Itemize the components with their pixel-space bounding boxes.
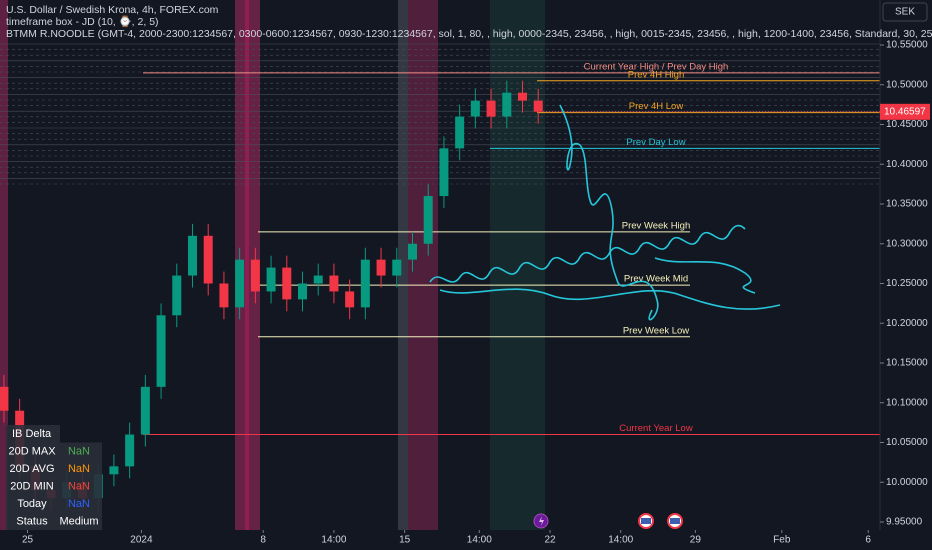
- y-tick-label: 10.20000: [886, 318, 928, 329]
- level-label: Current Year Low: [619, 423, 693, 434]
- candle-body: [345, 291, 355, 308]
- candle-body: [360, 259, 370, 308]
- candle-body: [140, 386, 150, 435]
- y-tick-label: 10.00000: [886, 477, 928, 488]
- level-label: Prev Week High: [622, 220, 690, 231]
- table-cell: [6, 442, 102, 460]
- x-tick-label: 14:00: [608, 535, 633, 546]
- x-tick-label: 29: [690, 535, 702, 546]
- table-value: NaN: [68, 445, 90, 457]
- candle-body: [439, 148, 449, 197]
- y-tick-label: 10.45000: [886, 119, 928, 130]
- candle-body: [266, 267, 276, 292]
- level-label: Prev 4H Low: [629, 101, 684, 112]
- candle-body: [235, 259, 245, 308]
- y-tick-label: 10.35000: [886, 199, 928, 210]
- candle-body: [172, 275, 182, 316]
- table-value: Medium: [59, 515, 98, 527]
- candle-body: [188, 235, 197, 276]
- current-price-label: 10.46597: [884, 106, 926, 117]
- candle-body: [502, 92, 512, 117]
- y-tick-label: 9.95000: [886, 517, 923, 528]
- x-tick-label: 25: [22, 535, 34, 546]
- hand-drawing: [429, 104, 781, 321]
- table-value: NaN: [68, 463, 90, 475]
- table-label: IB Delta: [12, 428, 52, 440]
- table-label: 20D MIN: [10, 480, 53, 492]
- table-cell: [6, 477, 102, 495]
- x-tick-label: 2024: [130, 535, 153, 546]
- y-tick-label: 10.25000: [886, 278, 928, 289]
- table-label: Status: [16, 515, 48, 527]
- time-axis: [0, 530, 932, 550]
- stats-table: IB Delta 20D MAX NaN 20D AVG NaN 20D MIN NaN To…: [6, 425, 102, 530]
- candle-body: [329, 275, 339, 292]
- candle-body: [423, 196, 433, 244]
- table-cell: [6, 460, 102, 478]
- x-tick-label: 14:00: [321, 535, 346, 546]
- indicator-label: BTMM R.NOODLE (GMT-4, 2000-2300:1234567,…: [6, 28, 932, 40]
- table-label: 20D MAX: [8, 445, 56, 457]
- x-tick-label: 6: [865, 535, 871, 546]
- candle-body: [109, 466, 119, 475]
- event-icons: [533, 513, 683, 529]
- currency-label: SEK: [895, 7, 915, 18]
- y-tick-label: 10.30000: [886, 238, 928, 249]
- candle-body: [486, 100, 496, 117]
- table-cell: [6, 512, 102, 530]
- level-label: Prev Week Mid: [624, 274, 688, 285]
- y-tick-label: 10.55000: [886, 40, 928, 51]
- candle-body: [0, 386, 9, 411]
- candle-body: [408, 243, 417, 260]
- candle-body: [282, 267, 292, 300]
- candle-body: [250, 259, 260, 292]
- candle-body: [203, 235, 213, 284]
- table-cell: [6, 495, 102, 513]
- candle-body: [376, 259, 386, 276]
- y-tick-label: 10.40000: [886, 159, 928, 170]
- x-tick-label: Feb: [773, 535, 791, 546]
- x-tick-label: 15: [399, 535, 411, 546]
- level-label: Current Year High / Prev Day High: [584, 61, 729, 72]
- table-value: NaN: [68, 480, 90, 492]
- candle-body: [455, 116, 465, 149]
- currency-button[interactable]: [882, 2, 928, 22]
- table-label: 20D AVG: [9, 463, 54, 475]
- x-tick-label: 8: [260, 535, 266, 546]
- y-tick-label: 10.50000: [886, 79, 928, 90]
- x-tick-label: 14:00: [467, 535, 492, 546]
- axes: 10.55000 10.50000 10.45000 10.40000 10.35000…: [22, 40, 930, 546]
- candle-body: [156, 315, 166, 387]
- candle-body: [125, 434, 135, 467]
- y-tick-label: 10.10000: [886, 397, 928, 408]
- candle-body: [470, 100, 480, 117]
- candle-body: [298, 283, 307, 300]
- y-tick-label: 10.15000: [886, 358, 928, 369]
- indicator-label: timeframe box - JD (10, ⌚, 2, 5): [6, 15, 159, 28]
- chart-title: U.S. Dollar / Swedish Krona, 4h, FOREX.c…: [6, 4, 219, 16]
- candle-body: [313, 275, 323, 284]
- table-cell: [6, 425, 60, 443]
- x-tick-label: 22: [544, 535, 556, 546]
- candle-body: [533, 100, 543, 112]
- candle-body: [392, 259, 402, 276]
- price-axis: [880, 0, 932, 550]
- level-label: Prev Day Low: [626, 137, 685, 148]
- level-label: Prev 4H High: [628, 69, 685, 80]
- table-label: Today: [17, 498, 47, 510]
- candle-body: [219, 283, 229, 308]
- y-tick-label: 10.05000: [886, 437, 928, 448]
- level-label: Prev Week Low: [623, 325, 689, 336]
- candle-body: [518, 92, 527, 101]
- current-price-box: [880, 103, 930, 120]
- table-value: NaN: [68, 498, 90, 510]
